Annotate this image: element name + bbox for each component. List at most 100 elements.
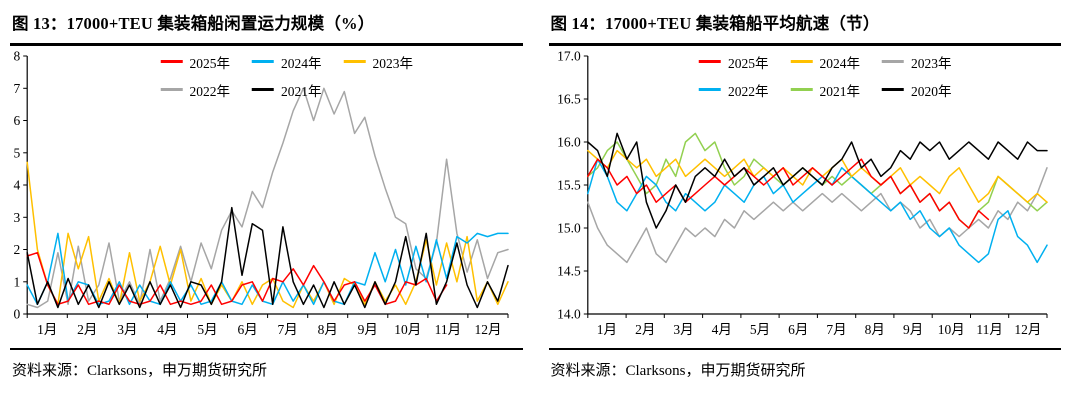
figure-13-title: 图 13：17000+TEU 集装箱船闲置运力规模（%） <box>12 14 375 33</box>
y-tick-label: 16.0 <box>557 134 581 149</box>
legend-row: 2022年 2021年 2020年 <box>699 80 952 100</box>
x-tick-label: 1月 <box>596 322 616 337</box>
y-tick-label: 1 <box>13 274 20 289</box>
legend-item-2024年: 2024年 <box>790 52 861 72</box>
legend-line-swatch <box>252 88 274 91</box>
legend-item-2023年: 2023年 <box>882 52 952 72</box>
x-tick-label: 7月 <box>277 322 297 337</box>
x-tick-label: 6月 <box>788 322 808 337</box>
x-tick-label: 5月 <box>749 322 769 337</box>
x-tick-label: 8月 <box>864 322 884 337</box>
legend-item-2025年: 2025年 <box>699 52 769 72</box>
series-line-2023年 <box>26 161 509 308</box>
x-tick-label: 12月 <box>1014 322 1041 337</box>
legend-line-swatch <box>343 60 366 63</box>
legend-line-swatch <box>699 60 721 63</box>
legend-row: 2025年 2024年 2023年 <box>160 52 414 72</box>
x-tick-label: 2月 <box>77 322 97 337</box>
legend-label: 2023年 <box>911 55 952 71</box>
series-line-2025年 <box>586 157 989 229</box>
x-tick-label: 2月 <box>635 322 655 337</box>
figure-13-footer-rule <box>10 347 523 350</box>
x-tick-label: 1月 <box>37 322 57 337</box>
y-tick-label: 14.5 <box>557 263 581 278</box>
y-tick-label: 3 <box>13 209 20 224</box>
legend-label: 2025年 <box>189 55 231 71</box>
series-line-2020年 <box>586 132 1048 229</box>
x-tick-label: 12月 <box>475 322 502 337</box>
legend-item-2020年: 2020年 <box>882 80 952 100</box>
figure-14-source: 资料来源：Clarksons，申万期货研究所 <box>550 362 806 379</box>
legend-row: 2022年 2021年 <box>160 80 322 100</box>
legend-item-2022年: 2022年 <box>699 80 769 100</box>
figure-13-title-rule <box>10 43 523 46</box>
x-tick-label: 9月 <box>902 322 922 337</box>
figure-14: 图 14：17000+TEU 集装箱船平均航速（节） 14.0 14.5 15.0 1… <box>548 6 1062 401</box>
legend-line-swatch <box>790 60 813 63</box>
legend-row: 2025年 2024年 2023年 <box>699 52 952 72</box>
x-tick-label: 4月 <box>157 322 177 337</box>
legend-label: 2022年 <box>189 83 231 99</box>
figure-13-source: 资料来源：Clarksons，申万期货研究所 <box>12 362 268 379</box>
x-tick-label: 7月 <box>826 322 846 337</box>
legend-item-2021年: 2021年 <box>252 80 322 100</box>
x-tick-label: 11月 <box>976 322 1003 337</box>
x-tick-label: 8月 <box>318 322 338 337</box>
chart-legend: 2025年 2024年 2023年 2022年 2021年 2020年 <box>699 52 952 100</box>
legend-label: 2025年 <box>728 55 769 71</box>
legend-label: 2024年 <box>819 55 861 71</box>
y-tick-label: 15.0 <box>557 220 581 235</box>
legend-label: 2023年 <box>372 55 414 71</box>
y-tick-label: 15.5 <box>557 177 581 192</box>
x-tick-label: 5月 <box>197 322 217 337</box>
legend-item-2022年: 2022年 <box>160 80 231 100</box>
y-tick-label: 7 <box>13 80 20 95</box>
y-tick-label: 4 <box>13 177 20 192</box>
figure-13-chart-area: 0 1 2 3 4 5 6 7 8 1月 2月 3月 4月 5月 6月 7月 8月 9月 10月 11月 12月 2025… <box>10 46 523 346</box>
x-tick-label: 10月 <box>394 322 421 337</box>
x-tick-label: 4月 <box>711 322 731 337</box>
legend-item-2023年: 2023年 <box>343 52 414 72</box>
line-chart-svg: 0 1 2 3 4 5 6 7 8 1月 2月 3月 4月 5月 6月 7月 8月 9月 10月 11月 12月 <box>13 48 509 337</box>
y-tick-label: 6 <box>13 113 20 128</box>
series-line-2024年 <box>586 149 1048 203</box>
x-tick-label: 6月 <box>237 322 257 337</box>
figure-14-chart-area: 14.0 14.5 15.0 15.5 16.0 16.5 17.0 1月 2月 3月 4月 5月 6月… <box>549 46 1062 346</box>
series-line-2025年 <box>26 251 448 305</box>
figure-14-title-rule <box>548 43 1061 46</box>
y-tick-label: 14.0 <box>557 306 581 321</box>
y-tick-label: 0 <box>13 306 20 321</box>
x-tick-label: 10月 <box>937 322 964 337</box>
legend-item-2025年: 2025年 <box>160 52 231 72</box>
legend-label: 2021年 <box>819 83 861 99</box>
legend-item-2021年: 2021年 <box>790 80 861 100</box>
legend-label: 2022年 <box>728 83 769 99</box>
line-chart-svg: 14.0 14.5 15.0 15.5 16.0 16.5 17.0 1月 2月 3月 4月 5月 6月… <box>557 48 1048 337</box>
figure-14-title: 图 14：17000+TEU 集装箱船平均航速（节） <box>550 14 880 33</box>
legend-line-swatch <box>882 60 904 63</box>
y-tick-label: 8 <box>13 48 20 63</box>
legend-item-2024年: 2024年 <box>252 52 322 72</box>
y-tick-label: 2 <box>13 242 20 257</box>
legend-line-swatch <box>699 88 721 91</box>
legend-line-swatch <box>252 60 274 63</box>
x-tick-label: 3月 <box>117 322 137 337</box>
legend-label: 2024年 <box>281 55 322 71</box>
chart-legend: 2025年 2024年 2023年 2022年 2021年 <box>160 52 414 100</box>
x-tick-label: 3月 <box>673 322 693 337</box>
series-line-2021年 <box>26 206 509 308</box>
series-line-2022年 <box>26 87 509 308</box>
legend-line-swatch <box>790 88 813 91</box>
y-tick-label: 16.5 <box>557 91 581 106</box>
legend-line-swatch <box>160 60 183 63</box>
y-tick-label: 5 <box>13 145 20 160</box>
legend-line-swatch <box>160 88 183 91</box>
figure-14-footer-rule <box>548 347 1061 350</box>
legend-line-swatch <box>882 88 904 91</box>
legend-label: 2020年 <box>911 83 952 99</box>
series-line-2024年 <box>26 232 509 305</box>
figure-13: 图 13：17000+TEU 集装箱船闲置运力规模（%） 0 1 2 3 4 5 6 7 8 1月… <box>10 6 523 401</box>
legend-label: 2021年 <box>281 83 322 99</box>
x-tick-label: 9月 <box>358 322 378 337</box>
